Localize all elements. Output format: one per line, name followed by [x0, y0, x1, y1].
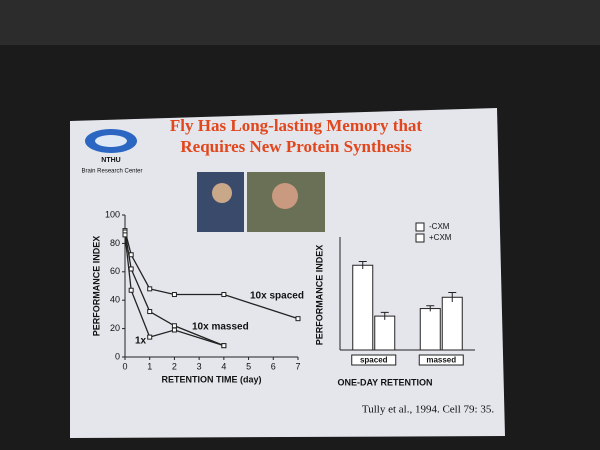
x-tick-label: 0 — [122, 361, 127, 371]
slide-title: Requires New Protein Synthesis — [180, 137, 412, 156]
point — [147, 309, 153, 315]
legend-swatch — [415, 233, 425, 243]
logo-caption: Brain Research Center — [81, 169, 142, 175]
x-tick-label: 1 — [147, 361, 152, 371]
series-label: 10x spaced — [250, 291, 304, 302]
error-bar — [358, 260, 367, 270]
legend-label: -CXM — [429, 222, 450, 231]
error-bar — [448, 292, 457, 302]
point — [128, 252, 134, 258]
point — [171, 323, 177, 329]
error-bar — [380, 311, 389, 320]
y-tick-label: 40 — [110, 295, 120, 305]
x-axis-label: ONE-DAY RETENTION — [337, 377, 432, 387]
x-tick-label: 4 — [221, 361, 226, 371]
point — [147, 334, 153, 340]
legend-label: +CXM — [429, 233, 452, 242]
bar — [441, 296, 463, 351]
x-tick-label: 3 — [197, 361, 202, 371]
point — [221, 292, 227, 298]
x-tick-label: 6 — [271, 361, 276, 371]
point — [147, 286, 153, 292]
x-tick-label: 7 — [295, 361, 300, 371]
bar — [374, 315, 396, 351]
citation: Tully et al., 1994. Cell 79: 35. — [362, 404, 494, 416]
point — [171, 292, 177, 298]
category-box — [351, 354, 397, 366]
legend-swatch — [415, 222, 425, 232]
logo-text: NTHU — [101, 157, 120, 164]
ceiling — [0, 0, 600, 45]
y-tick-label: 80 — [110, 238, 120, 248]
series-label: 10x massed — [192, 322, 249, 333]
point — [295, 316, 301, 322]
y-tick-label: 100 — [105, 209, 120, 219]
photo-face — [272, 183, 298, 209]
logo-inner — [95, 135, 127, 147]
point — [128, 266, 134, 272]
bar — [419, 308, 441, 351]
point — [128, 287, 134, 293]
slide-title: Fly Has Long-lasting Memory that — [170, 116, 422, 135]
error-bar — [426, 305, 435, 312]
category-box — [418, 354, 464, 366]
slide — [70, 108, 505, 438]
y-tick-label: 0 — [115, 351, 120, 361]
point — [221, 343, 227, 349]
series-line — [124, 230, 299, 320]
x-tick-label: massed — [426, 356, 456, 365]
series-label: 1x — [135, 336, 147, 347]
point — [122, 232, 128, 238]
bar — [352, 264, 374, 351]
x-tick-label: spaced — [360, 356, 388, 365]
x-tick-label: 2 — [172, 361, 177, 371]
x-tick-label: 5 — [246, 361, 251, 371]
x-axis-label: RETENTION TIME (day) — [161, 374, 261, 384]
y-axis-label: PERFORMANCE INDEX — [91, 236, 101, 337]
point — [171, 327, 177, 333]
y-tick-label: 60 — [110, 266, 120, 276]
y-axis-label: PERFORMANCE INDEX — [314, 245, 324, 346]
photo-face — [212, 183, 232, 203]
y-tick-label: 20 — [110, 323, 120, 333]
